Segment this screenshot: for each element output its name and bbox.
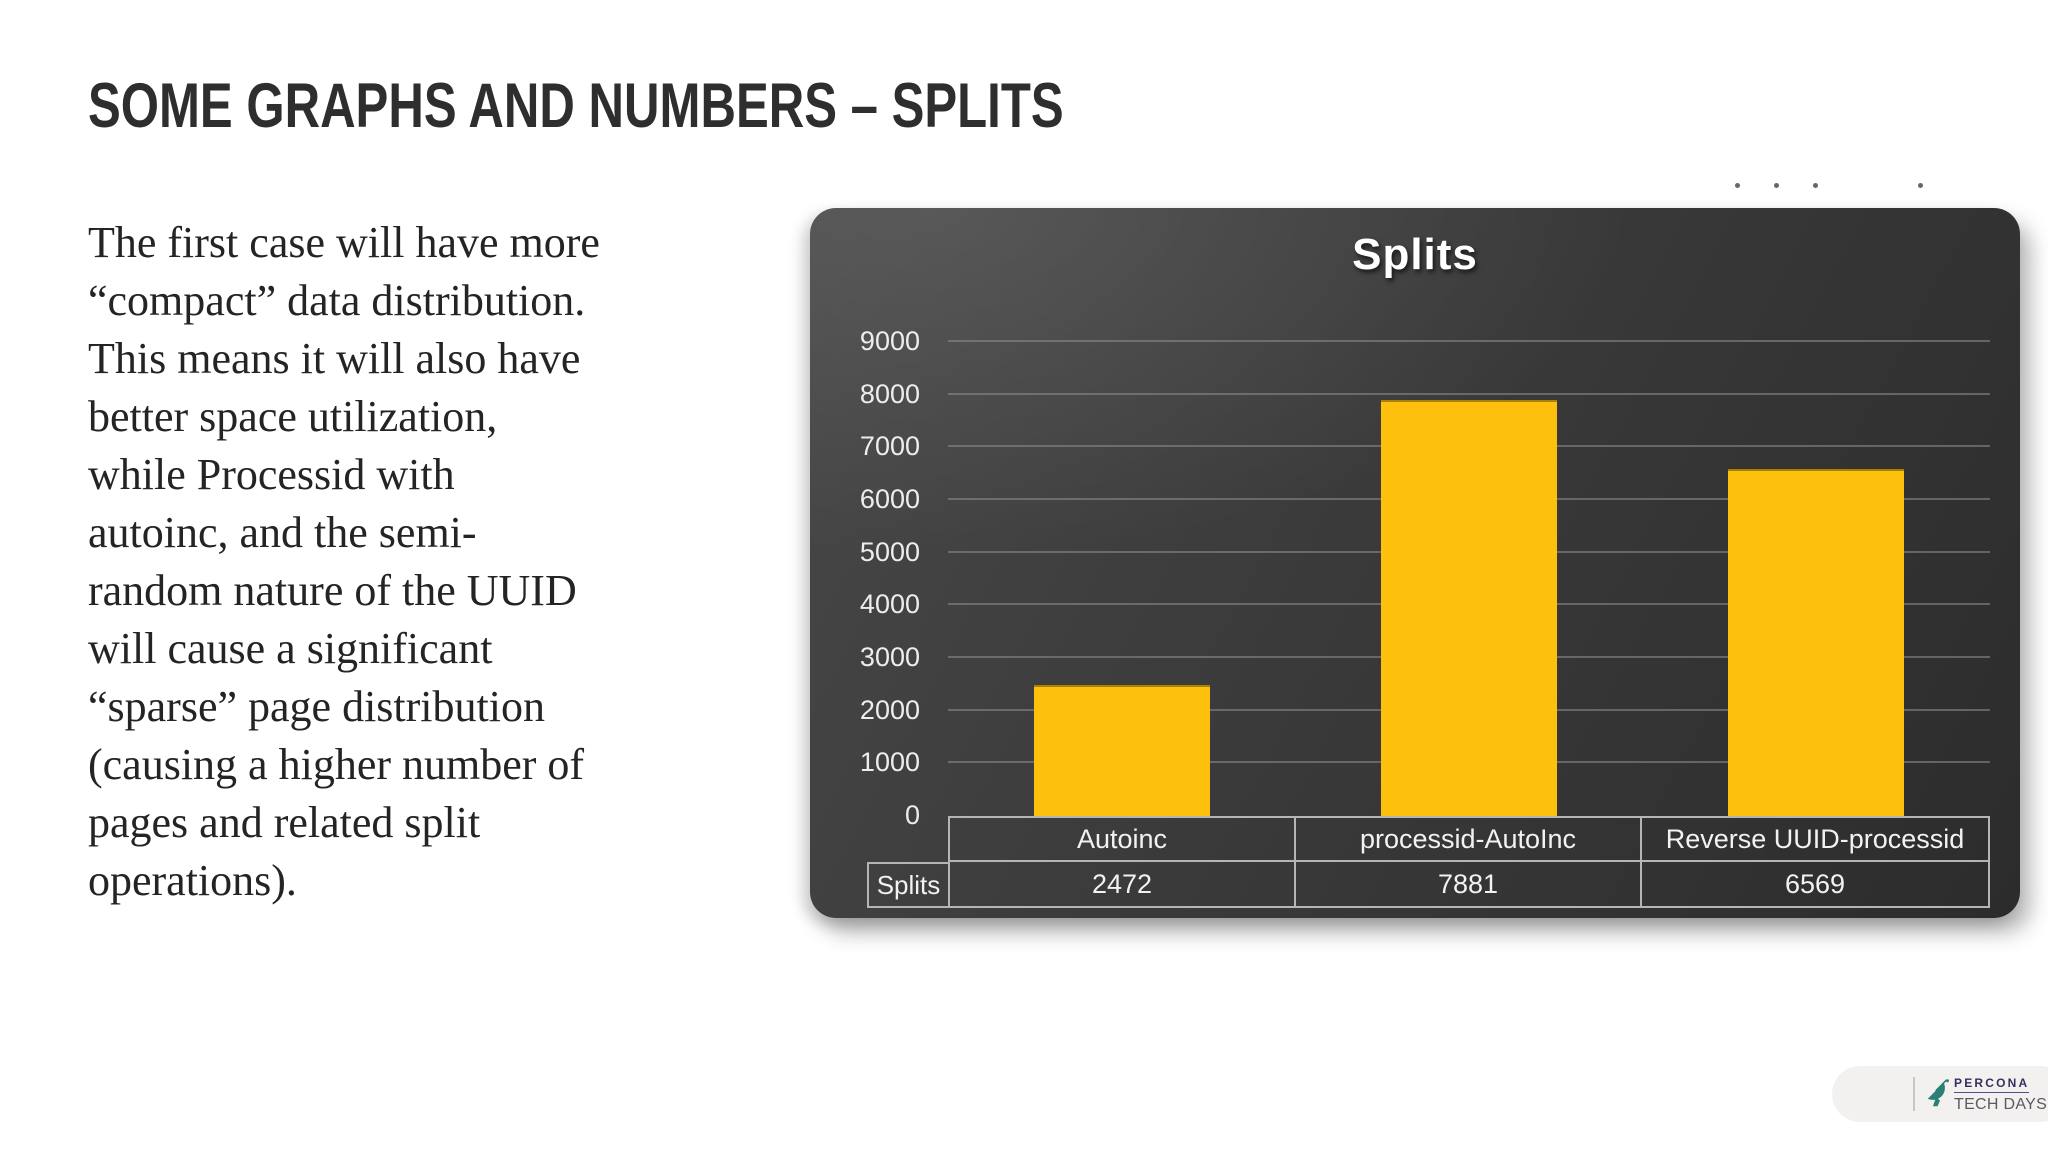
table-value-cell: 7881 — [1296, 862, 1642, 906]
logo-divider — [1913, 1077, 1915, 1111]
body-text-line: will cause a significant — [88, 624, 493, 673]
body-text-line: pages and related split — [88, 798, 481, 847]
y-tick-label: 0 — [904, 800, 920, 830]
decor-dot — [1774, 183, 1779, 188]
footer-logo: PERCONA TECH DAYS — [1832, 1066, 2048, 1122]
y-tick-label: 6000 — [859, 484, 920, 514]
decor-dot — [1735, 183, 1740, 188]
logo-brand-text: PERCONA — [1954, 1076, 2030, 1093]
y-tick-label: 1000 — [859, 747, 920, 778]
y-tick-label: 5000 — [859, 536, 920, 567]
decor-dot — [1918, 183, 1923, 188]
gridline — [948, 340, 1990, 342]
body-text-line: autoinc, and the semi- — [88, 508, 477, 557]
y-tick-label: 8000 — [859, 378, 920, 409]
chart-panel: Splits 9000 8000 7000 6000 5000 4000 3000 2000 1… — [810, 208, 2020, 918]
body-text-line: This means it will also have — [88, 334, 581, 383]
slide-title: SOME GRAPHS AND NUMBERS – SPLITS — [88, 71, 1064, 141]
gridline — [948, 392, 1990, 395]
logo-text-block: PERCONA TECH DAYS — [1954, 1074, 2047, 1114]
y-tick-label: 2000 — [859, 694, 920, 725]
body-text-line: “sparse” page distribution — [88, 682, 545, 731]
table-value-cell: 2472 — [950, 862, 1296, 906]
table-data-row: 2472 7881 6569 — [950, 862, 1988, 906]
table-value-cell: 6569 — [1784, 868, 1846, 899]
table-category-cell: processid-AutoInc — [1296, 818, 1642, 862]
chart-title: Splits — [1352, 230, 1478, 279]
satellite-dish-icon — [1924, 1079, 1954, 1114]
bar — [1728, 469, 1905, 817]
y-tick-label: 4000 — [859, 589, 920, 620]
data-table: Autoinc processid-AutoInc Reverse UUID-pro… — [948, 816, 1990, 908]
body-text-line: (causing a higher number of — [88, 740, 585, 789]
body-text-line: while Processid with — [88, 450, 455, 499]
y-tick-label: 7000 — [859, 431, 920, 462]
bar — [1033, 684, 1210, 817]
decor-dot — [1813, 183, 1818, 188]
body-text-line: better space utilization, — [88, 392, 498, 441]
table-header-row: Autoinc processid-AutoInc Reverse UUID-pro… — [950, 818, 1988, 862]
body-text-line: operations). — [88, 856, 297, 905]
table-category-cell: Reverse UUID-processid — [1642, 818, 1988, 862]
bar — [1381, 399, 1557, 817]
table-row-header: Splits — [867, 862, 948, 908]
body-text-line: “compact” data distribution. — [88, 276, 586, 325]
table-category-cell: Autoinc — [950, 818, 1296, 862]
body-text: The first case will have more “compact” d… — [88, 214, 748, 910]
logo-subbrand-text: TECH DAYS — [1954, 1096, 2048, 1113]
body-text-line: random nature of the UUID — [88, 566, 577, 615]
body-text-line: The first case will have more — [88, 218, 600, 267]
y-tick-label: 9000 — [859, 326, 920, 356]
y-tick-label: 3000 — [859, 642, 920, 672]
